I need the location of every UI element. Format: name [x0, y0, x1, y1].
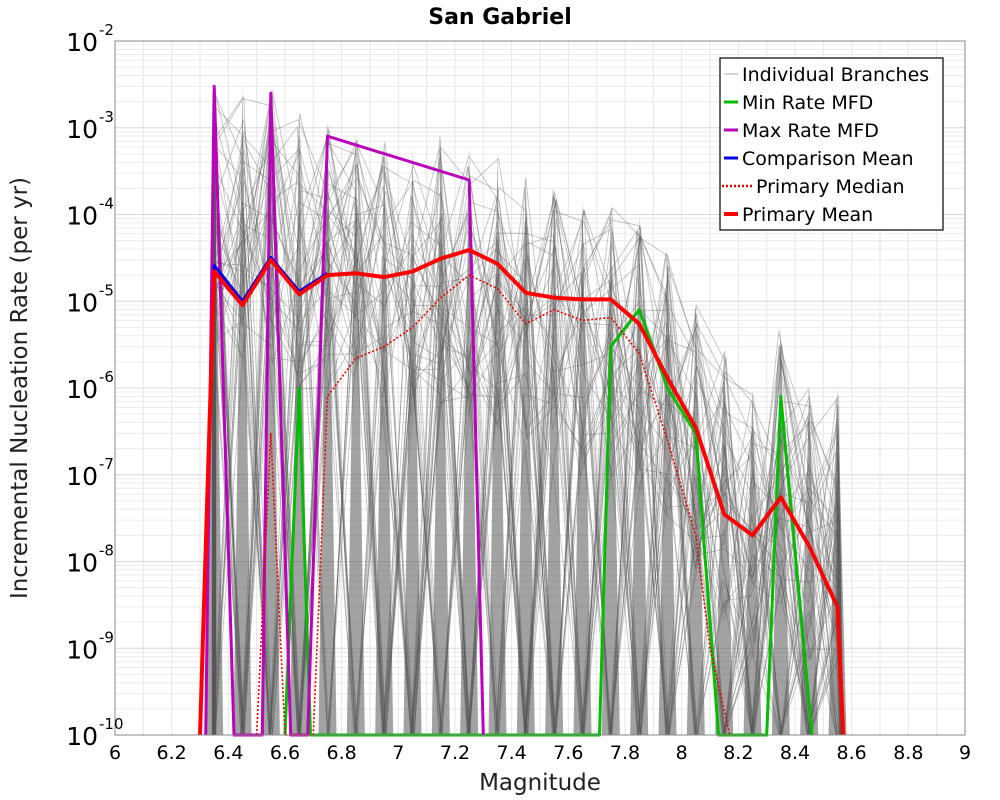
branch-spike [261, 86, 280, 735]
x-tick-labels: 6 6.2 6.4 6.6 6.8 7 7.2 7.4 7.6 7.8 8 8.2 8.4 8.6 8.8 9 [109, 742, 971, 764]
x-tick-label: 7.4 [497, 742, 527, 764]
branch-spike [318, 120, 337, 735]
y-tick-label: 10 -8 [66, 542, 114, 578]
branch-spike [431, 136, 450, 736]
branch-spike [545, 188, 564, 736]
branch-spike [771, 327, 790, 735]
x-tick-label: 6.8 [327, 742, 357, 764]
branch-spike [516, 173, 535, 735]
x-tick-label: 8.6 [837, 742, 867, 764]
y-tick-label: 10 -9 [66, 628, 114, 664]
plot-frame [114, 40, 966, 736]
y-tick-exponent: -5 [99, 281, 114, 299]
legend-label: Min Rate MFD [742, 92, 873, 114]
y-tick-base: 10 [66, 549, 98, 578]
x-tick-label: 8.8 [893, 742, 923, 764]
y-tick-base: 10 [66, 202, 98, 231]
branch-spike [233, 86, 252, 735]
legend-label: Primary Median [756, 176, 905, 198]
branch-spike [375, 141, 394, 735]
legend-box [719, 57, 944, 231]
branch-spike [346, 131, 365, 735]
y-tick-base: 10 [66, 462, 98, 491]
x-tick-label: 7.2 [440, 742, 470, 764]
branch-spike [601, 207, 620, 735]
y-tick-label: 10 -4 [66, 195, 114, 231]
x-tick-label: 9 [959, 742, 971, 764]
branch-spike [630, 214, 649, 735]
y-tick-label: 10 -6 [66, 368, 114, 404]
y-tick-label: 10 -3 [66, 108, 114, 144]
y-tick-base: 10 [66, 635, 98, 664]
branch-spike [488, 153, 507, 735]
branch-spike [205, 86, 224, 735]
y-tick-base: 10 [66, 288, 98, 317]
x-tick-label: 6.6 [270, 742, 300, 764]
y-tick-exponent: -4 [99, 195, 114, 213]
branch-spike [573, 199, 592, 735]
y-tick-exponent: -6 [99, 368, 114, 386]
x-tick-label: 6.2 [157, 742, 187, 764]
x-tick-label: 7.8 [610, 742, 640, 764]
y-tick-base: 10 [66, 722, 98, 751]
legend-label: Individual Branches [742, 64, 929, 86]
branch-spike [828, 388, 847, 735]
legend: Individual Branches Min Rate MFD Max Rate … [719, 57, 944, 231]
grid [114, 41, 966, 736]
chart-title: San Gabriel [428, 5, 572, 30]
series-primary-mean [198, 248, 846, 736]
branch-spike [743, 388, 762, 735]
y-tick-label: 10 -7 [66, 455, 114, 491]
y-tick-label: 10 -2 [66, 21, 114, 57]
y-tick-base: 10 [66, 115, 98, 144]
y-tick-exponent: -7 [99, 455, 114, 473]
branch-spike [658, 249, 677, 735]
y-tick-label: 10 -5 [66, 281, 114, 317]
branch-spike [403, 146, 422, 736]
y-tick-exponent: -8 [99, 542, 114, 560]
y-tick-exponent: -3 [99, 108, 114, 126]
legend-label: Max Rate MFD [742, 120, 879, 142]
series-max-rate-mfd [204, 84, 485, 737]
x-tick-label: 6.4 [213, 742, 243, 764]
y-tick-label: 10 -10 [66, 715, 123, 751]
legend-label: Primary Mean [742, 204, 873, 226]
y-tick-base: 10 [66, 375, 98, 404]
x-tick-label: 8 [676, 742, 688, 764]
branch-spike [460, 146, 479, 736]
x-tick-label: 7 [392, 742, 404, 764]
y-tick-exponent: -9 [99, 628, 114, 646]
series-lines [198, 84, 846, 737]
branch-spike [715, 346, 734, 735]
x-axis-label: Magnitude [479, 770, 601, 796]
x-tick-label: 7.6 [553, 742, 583, 764]
y-tick-base: 10 [66, 28, 98, 57]
series-primary-median [255, 274, 731, 736]
legend-label: Comparison Mean [742, 148, 914, 170]
x-tick-label: 8.4 [780, 742, 810, 764]
y-tick-exponent: -10 [99, 715, 124, 733]
x-tick-label: 8.2 [723, 742, 753, 764]
y-tick-exponent: -2 [99, 21, 114, 39]
branch-spike [686, 301, 705, 735]
x-tick-label: 6 [109, 742, 121, 764]
y-axis-label: Incremental Nucleation Rate (per yr) [7, 177, 33, 599]
